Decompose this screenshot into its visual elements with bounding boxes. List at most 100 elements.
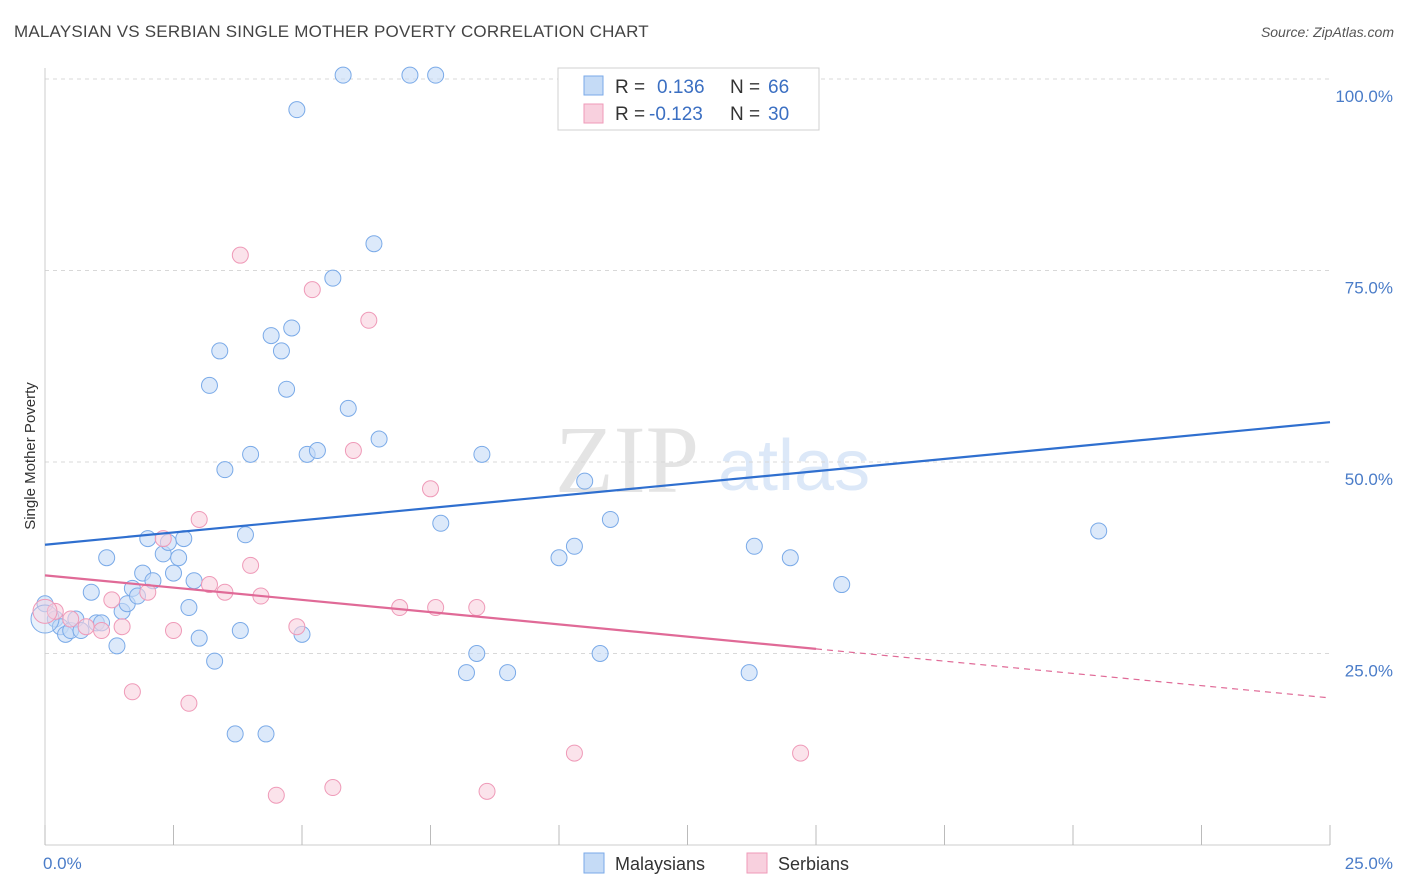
malaysian-point-38 xyxy=(278,380,296,398)
legend-r-label-1: R = xyxy=(615,104,645,125)
malaysian-point-28 xyxy=(206,652,224,670)
serbian-point-4 xyxy=(103,591,121,609)
malaysian-point-22 xyxy=(170,549,188,567)
malaysian-point-37 xyxy=(272,342,290,360)
legend-bottom-malaysians: Malaysians xyxy=(615,854,705,874)
malaysian-point-54 xyxy=(473,445,491,463)
malaysian-point-36 xyxy=(262,327,280,345)
malaysian-point-57 xyxy=(565,537,583,555)
malaysian-point-7 xyxy=(82,583,100,601)
serbian-point-9 xyxy=(165,622,182,640)
malaysian-point-11 xyxy=(108,637,126,655)
malaysian-point-52 xyxy=(457,664,475,682)
serbian-point-20 xyxy=(324,779,342,797)
y-tick-label-0: 25.0% xyxy=(1345,662,1393,681)
malaysian-point-44 xyxy=(324,269,342,287)
malaysian-point-49 xyxy=(401,66,419,84)
malaysian-point-56 xyxy=(550,549,568,567)
malaysian-point-26 xyxy=(190,629,208,647)
trend-line-serbians xyxy=(44,574,817,650)
series-malaysians xyxy=(30,66,1108,743)
legend-bottom-serbians: Serbians xyxy=(778,854,849,874)
serbian-point-21 xyxy=(344,442,362,460)
malaysian-point-50 xyxy=(427,66,445,84)
watermark-atlas: atlas xyxy=(718,426,870,506)
malaysian-point-46 xyxy=(339,399,357,417)
x-tick-label-0: 0.0% xyxy=(43,854,82,873)
malaysian-point-47 xyxy=(365,235,383,253)
malaysian-point-45 xyxy=(334,66,352,84)
legend-r-value-0: 0.136 xyxy=(657,77,705,98)
malaysian-point-40 xyxy=(288,101,306,119)
legend-top: R = 0.136 N = 66 R = -0.123 N = 30 xyxy=(557,67,820,131)
malaysian-point-59 xyxy=(591,645,609,662)
legend-n-value-1: 30 xyxy=(768,104,789,125)
malaysian-point-61 xyxy=(740,664,758,682)
malaysian-point-32 xyxy=(231,622,249,640)
malaysian-point-51 xyxy=(432,514,450,532)
serbian-point-27 xyxy=(478,782,496,800)
malaysian-point-27 xyxy=(200,376,218,394)
malaysian-point-43 xyxy=(308,442,326,460)
malaysian-point-58 xyxy=(576,472,594,490)
serbian-point-22 xyxy=(360,311,378,329)
malaysian-point-25 xyxy=(185,572,203,590)
malaysian-point-63 xyxy=(781,549,799,567)
malaysian-point-60 xyxy=(601,510,619,528)
serbian-point-18 xyxy=(288,618,306,636)
serbian-point-19 xyxy=(303,281,321,299)
malaysian-point-64 xyxy=(833,576,851,594)
malaysian-point-48 xyxy=(370,430,388,448)
y-tick-label-1: 50.0% xyxy=(1345,470,1393,489)
serbian-point-28 xyxy=(565,744,583,762)
serbian-point-14 xyxy=(231,246,249,264)
series-serbians xyxy=(32,246,810,804)
y-tick-label-2: 75.0% xyxy=(1345,279,1393,298)
serbian-point-10 xyxy=(180,694,198,712)
legend-bottom: Malaysians Serbians xyxy=(583,852,849,874)
axes: 25.0% 50.0% 75.0% 100.0% 0.0% 25.0% xyxy=(43,68,1393,873)
malaysian-point-53 xyxy=(468,645,486,662)
legend-swatch-malaysians xyxy=(583,75,604,96)
serbian-point-5 xyxy=(113,618,131,636)
malaysian-point-39 xyxy=(283,319,301,337)
malaysian-point-55 xyxy=(499,664,517,682)
trend-lines xyxy=(44,421,1331,699)
chart-title: MALAYSIAN VS SERBIAN SINGLE MOTHER POVER… xyxy=(14,22,649,41)
malaysian-point-31 xyxy=(226,725,244,743)
trend-line-serbians-extension xyxy=(815,648,1331,699)
malaysian-point-29 xyxy=(211,342,229,360)
serbian-point-1 xyxy=(62,610,80,628)
trend-line-malaysians xyxy=(44,421,1331,546)
y-axis-label: Single Mother Poverty xyxy=(22,382,39,530)
serbian-point-15 xyxy=(242,556,260,574)
malaysian-point-34 xyxy=(242,445,260,463)
malaysian-point-10 xyxy=(98,549,116,567)
legend-bottom-swatch-serbians xyxy=(746,852,768,874)
serbian-point-23 xyxy=(391,599,409,617)
malaysian-point-33 xyxy=(236,526,254,544)
malaysian-point-24 xyxy=(180,599,198,617)
malaysian-point-62 xyxy=(745,537,763,555)
malaysian-point-21 xyxy=(165,564,182,582)
serbian-point-24 xyxy=(422,480,439,498)
legend-n-label-1: N = xyxy=(730,104,760,125)
serbian-point-29 xyxy=(792,744,810,762)
legend-n-value-0: 66 xyxy=(768,77,789,98)
serbian-point-6 xyxy=(123,683,141,701)
serbian-point-26 xyxy=(468,599,486,617)
legend-n-label-0: N = xyxy=(730,77,760,98)
malaysian-point-17 xyxy=(139,530,157,548)
malaysian-point-30 xyxy=(216,461,234,479)
y-tick-label-3: 100.0% xyxy=(1335,87,1393,106)
malaysian-point-35 xyxy=(257,725,275,743)
serbian-point-17 xyxy=(267,786,285,804)
serbian-point-12 xyxy=(200,576,218,594)
grid-lines xyxy=(45,78,1330,654)
x-tick-label-1: 25.0% xyxy=(1345,854,1393,873)
serbian-point-11 xyxy=(190,510,208,528)
serbian-point-0 xyxy=(46,602,64,620)
malaysian-point-65 xyxy=(1090,522,1108,540)
watermark-zip: ZIP xyxy=(555,406,699,513)
